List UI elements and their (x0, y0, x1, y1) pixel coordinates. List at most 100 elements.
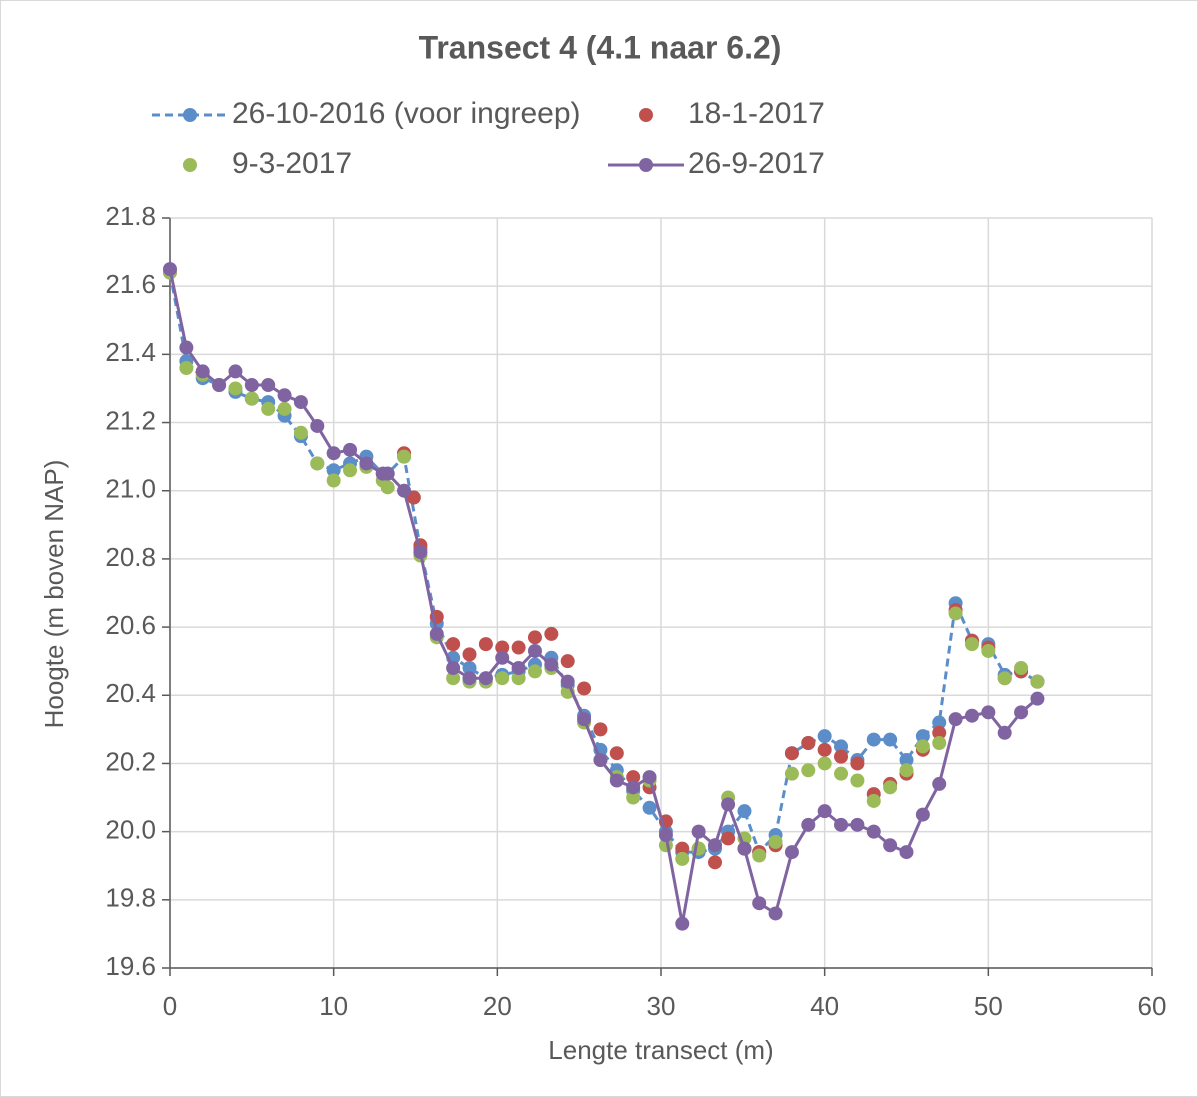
data-point (721, 797, 736, 812)
data-point (343, 463, 358, 478)
data-point (899, 763, 914, 778)
data-point (801, 736, 816, 750)
data-point (462, 647, 477, 662)
data-point (380, 466, 395, 481)
legend-marker (639, 108, 653, 122)
data-point (866, 824, 881, 839)
y-tick-label: 21.6 (105, 269, 156, 299)
y-tick-label: 20.8 (105, 542, 156, 572)
data-point (326, 446, 341, 461)
data-point (593, 722, 608, 737)
data-point (544, 626, 559, 641)
data-point (446, 661, 461, 675)
data-point (866, 732, 881, 747)
x-tick-label: 60 (1138, 991, 1167, 1021)
data-point (915, 807, 930, 822)
data-point (932, 776, 947, 791)
data-point (577, 712, 592, 727)
data-point (626, 780, 641, 795)
x-axis-title: Lengte transect (m) (548, 1035, 773, 1065)
data-point (691, 824, 706, 839)
data-point (784, 845, 799, 860)
data-point (834, 766, 849, 781)
data-point (1030, 691, 1045, 706)
legend-label: 26-10-2016 (voor ingreep) (232, 97, 581, 130)
data-point (768, 834, 783, 849)
data-point (817, 756, 832, 771)
x-tick-label: 40 (810, 991, 839, 1021)
data-point (834, 817, 849, 832)
data-point (560, 654, 575, 669)
data-point (397, 449, 412, 464)
data-point (527, 664, 542, 679)
data-point (1014, 661, 1029, 675)
data-point (310, 456, 325, 471)
data-point (478, 671, 493, 686)
y-tick-label: 20.4 (105, 678, 156, 708)
legend-marker (183, 108, 197, 122)
legend-label: 26-9-2017 (688, 147, 825, 180)
data-point (964, 708, 979, 723)
legend-label: 18-1-2017 (688, 97, 825, 130)
data-point (495, 671, 510, 686)
data-point (326, 463, 341, 478)
data-point (997, 725, 1012, 740)
data-point (675, 851, 690, 866)
data-point (932, 715, 947, 730)
y-tick-label: 21.0 (105, 474, 156, 504)
y-tick-label: 20.2 (105, 746, 156, 776)
chart-title: Transect 4 (4.1 naar 6.2) (419, 29, 782, 65)
data-point (478, 637, 493, 652)
legend-marker (639, 158, 653, 172)
data-point (658, 828, 673, 843)
legend-marker (183, 158, 197, 172)
data-point (834, 749, 849, 764)
data-point (495, 640, 510, 655)
data-point (228, 364, 243, 379)
data-point (261, 378, 276, 393)
data-point (277, 401, 292, 416)
data-point (708, 838, 723, 853)
data-point (429, 626, 444, 641)
data-point (609, 773, 624, 788)
data-point (721, 831, 736, 846)
data-point (768, 906, 783, 921)
y-tick-label: 21.2 (105, 405, 156, 435)
data-point (883, 838, 898, 853)
data-point (899, 753, 914, 768)
data-point (834, 739, 849, 754)
data-point (1014, 705, 1029, 720)
data-point (932, 725, 947, 740)
data-point (626, 770, 641, 785)
y-tick-label: 21.8 (105, 201, 156, 231)
data-point (801, 763, 816, 778)
data-point (850, 817, 865, 832)
x-tick-label: 30 (647, 991, 676, 1021)
x-tick-label: 20 (483, 991, 512, 1021)
data-point (380, 480, 395, 495)
data-point (462, 671, 477, 686)
data-point (179, 361, 194, 375)
data-point (642, 800, 657, 815)
y-axis-title: Hoogte (m boven NAP) (39, 460, 69, 729)
data-point (850, 773, 865, 788)
data-point (560, 674, 575, 689)
y-tick-label: 21.4 (105, 337, 156, 367)
y-tick-label: 19.6 (105, 951, 156, 981)
x-tick-label: 10 (319, 991, 348, 1021)
data-point (495, 650, 510, 665)
data-point (244, 378, 259, 393)
data-point (915, 729, 930, 744)
y-tick-label: 19.8 (105, 883, 156, 913)
data-point (997, 671, 1012, 686)
data-point (850, 756, 865, 771)
y-tick-label: 20.0 (105, 815, 156, 845)
data-point (511, 661, 526, 675)
data-point (883, 732, 898, 747)
data-point (244, 391, 259, 406)
data-point (964, 637, 979, 652)
data-point (737, 841, 752, 856)
